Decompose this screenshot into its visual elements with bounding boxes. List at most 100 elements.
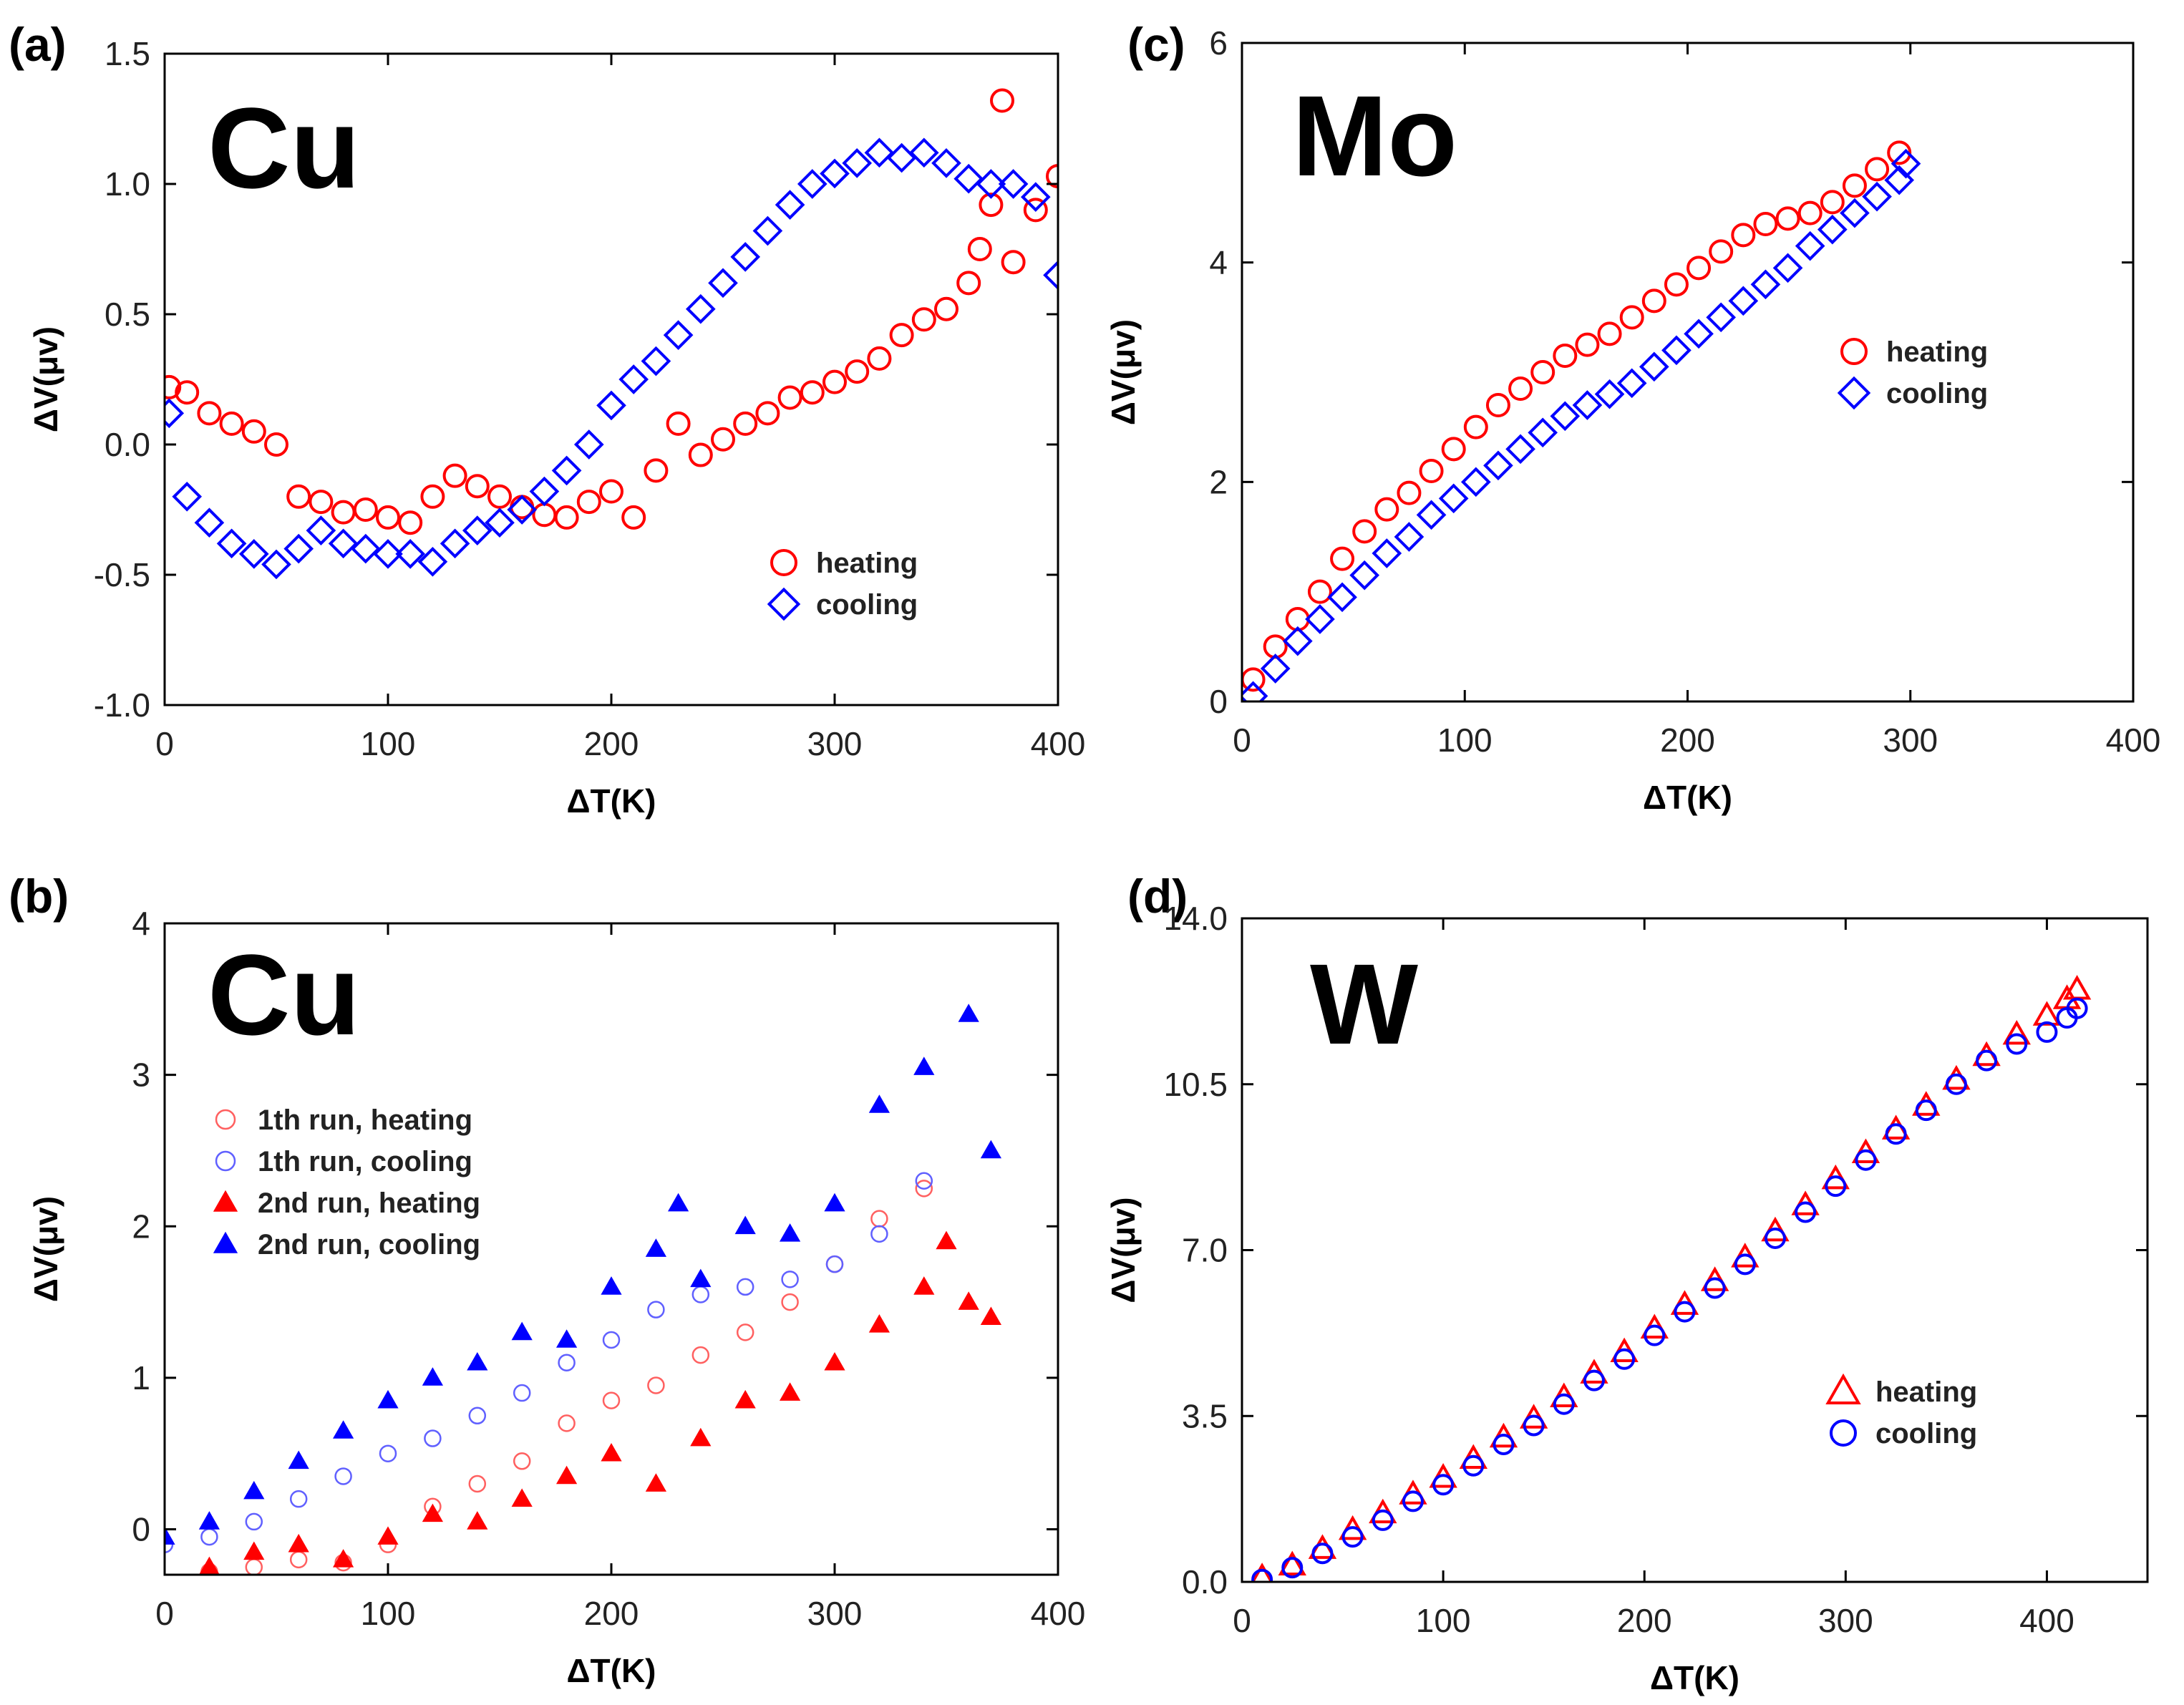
data-point [1251, 1568, 1273, 1582]
data-point [350, 533, 381, 564]
data-point [820, 158, 850, 189]
data-point [243, 1480, 265, 1500]
data-point [601, 1276, 622, 1295]
data-point [1349, 560, 1380, 591]
data-point [842, 148, 873, 178]
data-point [200, 1527, 218, 1546]
data-point [2066, 997, 2088, 1019]
y-axis-label: ΔV(μv) [1105, 1197, 1142, 1303]
data-point [915, 1172, 933, 1190]
data-point [1242, 667, 1266, 692]
series-1 [165, 137, 1058, 580]
data-point [1842, 173, 1867, 198]
x-tick-label: 400 [1031, 1595, 1086, 1632]
data-point [1505, 434, 1535, 465]
data-point [1394, 522, 1425, 552]
data-point [1644, 1324, 1666, 1346]
data-point [915, 1180, 933, 1198]
legend-marker [1825, 1373, 1861, 1404]
data-point [1281, 1557, 1304, 1579]
data-point [1530, 360, 1556, 384]
data-point [422, 1503, 444, 1522]
legend-label: 1th run, heating [258, 1104, 472, 1136]
data-point [667, 1192, 689, 1212]
x-axis-label: ΔT(K) [1643, 779, 1732, 816]
data-point [238, 539, 269, 569]
data-point [1674, 1301, 1696, 1323]
data-point [1686, 256, 1712, 281]
data-point [734, 1215, 756, 1235]
data-point [309, 490, 334, 515]
data-point [908, 137, 939, 168]
x-tick-label: 400 [1031, 725, 1086, 762]
data-point [468, 1475, 487, 1493]
data-point [824, 1351, 845, 1371]
data-point [708, 268, 738, 298]
x-tick-label: 100 [361, 1595, 416, 1632]
data-point [558, 1354, 576, 1371]
data-point [685, 293, 716, 324]
x-tick-label: 300 [807, 1595, 863, 1632]
x-tick-label: 100 [361, 725, 416, 762]
data-point [618, 364, 649, 394]
data-point [264, 432, 288, 457]
legend-label: cooling [816, 589, 918, 621]
data-point [197, 401, 222, 426]
data-point [1372, 1509, 1394, 1531]
data-point [1862, 181, 1892, 212]
y-tick-label: 0 [1209, 683, 1228, 720]
x-tick-label: 300 [1818, 1602, 1873, 1639]
series-0 [1251, 975, 2092, 1582]
x-tick-label: 200 [1617, 1602, 1672, 1639]
data-point [395, 539, 426, 569]
series-3 [165, 1004, 1002, 1545]
legend-marker [1830, 1419, 1857, 1447]
data-point [1483, 450, 1513, 481]
data-point [913, 1276, 935, 1295]
data-point [513, 1452, 531, 1470]
data-point [1820, 190, 1845, 215]
legend-marker [767, 587, 801, 621]
y-tick-label: 4 [1209, 244, 1228, 281]
legend: heating cooling [1825, 1373, 1977, 1449]
data-point [1572, 390, 1603, 420]
panel-label: (a) [9, 18, 67, 71]
data-point [1704, 1277, 1726, 1299]
data-point [647, 1376, 665, 1394]
data-point [1613, 1348, 1636, 1370]
data-point [576, 490, 601, 515]
data-point [1664, 272, 1689, 297]
data-point [1550, 401, 1581, 432]
data-point [1438, 483, 1469, 514]
data-point [601, 1442, 622, 1462]
data-point [688, 442, 713, 467]
data-point [645, 1473, 667, 1492]
data-point [555, 1465, 578, 1485]
data-point [1023, 198, 1048, 223]
data-point [775, 190, 805, 220]
x-tick-label: 300 [1883, 722, 1938, 759]
data-point [398, 510, 423, 535]
y-tick-label: 0.0 [105, 426, 150, 463]
x-tick-label: 0 [1233, 1602, 1251, 1639]
data-point [1372, 538, 1402, 568]
y-tick-label: 0 [132, 1511, 150, 1548]
data-point [1282, 626, 1313, 656]
x-tick-label: 0 [155, 725, 174, 762]
data-point [779, 1223, 801, 1242]
panel-label: (c) [1127, 18, 1185, 71]
data-point [956, 271, 981, 296]
element-label: W [1310, 940, 1418, 1068]
data-point [332, 1420, 354, 1439]
data-point [781, 1293, 799, 1311]
data-point [1597, 321, 1622, 346]
y-tick-label: 1.0 [105, 165, 150, 203]
data-point [752, 215, 783, 246]
data-point [216, 528, 247, 559]
data-point [286, 484, 311, 509]
data-point [1915, 1099, 1937, 1122]
data-point [529, 476, 560, 507]
series-1 [1242, 148, 1921, 701]
panel-label: (d) [1127, 870, 1188, 923]
data-point [1397, 480, 1422, 505]
